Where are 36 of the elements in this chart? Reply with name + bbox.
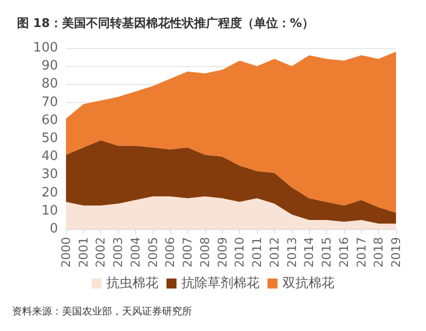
x-tick-label: 2015 bbox=[320, 237, 334, 268]
y-tick-label: 0 bbox=[50, 222, 58, 236]
y-tick-label: 10 bbox=[41, 203, 58, 218]
text: 资料来源：美国农业部，天风证券研究所 bbox=[12, 306, 192, 318]
x-tick-label: 2014 bbox=[302, 237, 316, 268]
y-tick-label: 80 bbox=[41, 76, 58, 92]
x-tick-label: 2013 bbox=[284, 237, 299, 268]
y-tick-label: 20 bbox=[41, 185, 58, 200]
x-tick-label: 2011 bbox=[250, 237, 264, 268]
y-tick-label: 60 bbox=[41, 112, 58, 128]
x-tick-label: 2007 bbox=[180, 237, 195, 268]
x-tick-label: 2000 bbox=[59, 237, 73, 268]
x-tick-label: 2004 bbox=[128, 237, 142, 268]
x-tick-label: 2012 bbox=[267, 237, 282, 268]
x-tick-label: 2016 bbox=[336, 237, 351, 268]
x-tick-label: 2010 bbox=[232, 237, 247, 268]
legend-label: 抗除草剂棉花 bbox=[182, 275, 260, 291]
x-tick-label: 2005 bbox=[146, 237, 160, 268]
y-tick-label: 70 bbox=[41, 94, 58, 110]
chart-title: 图 18：美国不同转基因棉花性状推广程度（单位：%） bbox=[17, 16, 314, 30]
x-tick-label: 2017 bbox=[354, 237, 368, 268]
y-tick-label: 30 bbox=[41, 167, 58, 182]
x-tick-label: 2019 bbox=[389, 237, 403, 268]
x-tick-label: 2009 bbox=[215, 237, 230, 268]
y-tick-label: 100 bbox=[33, 40, 58, 56]
x-tick-label: 2001 bbox=[76, 237, 90, 268]
y-tick-label: 40 bbox=[41, 149, 58, 164]
x-tick-label: 2018 bbox=[372, 237, 386, 268]
x-tick-label: 2006 bbox=[163, 237, 178, 268]
y-tick-label: 90 bbox=[41, 58, 58, 74]
legend-label: 双抗棉花 bbox=[282, 276, 334, 291]
x-tick-label: 2002 bbox=[94, 237, 108, 268]
y-tick-label: 50 bbox=[41, 131, 58, 146]
x-tick-label: 2003 bbox=[111, 237, 126, 268]
x-tick-label: 2008 bbox=[198, 237, 212, 268]
legend-label: 抗虫棉花 bbox=[106, 276, 158, 291]
